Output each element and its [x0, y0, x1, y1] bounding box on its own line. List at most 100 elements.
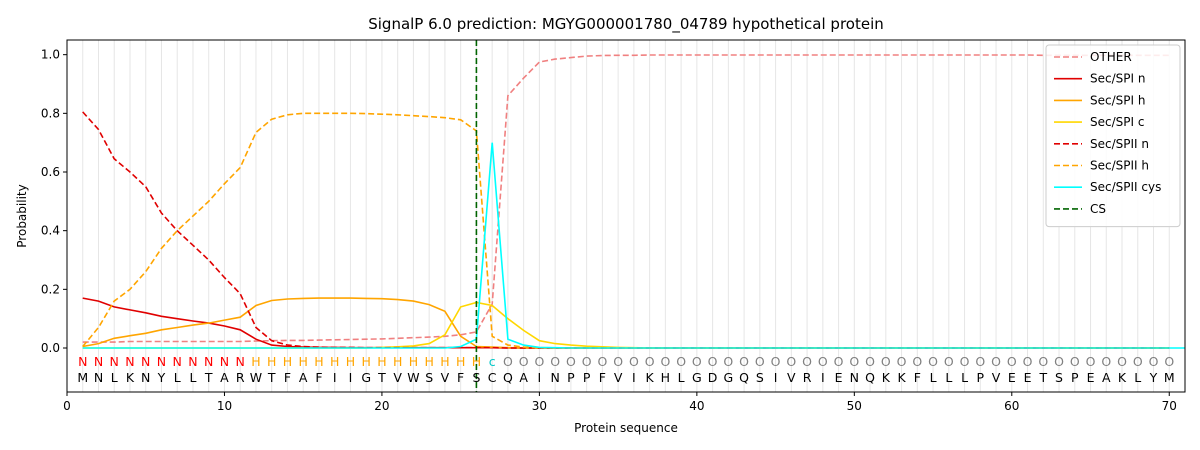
sequence-residue: K	[1118, 370, 1127, 385]
annotation-label: N	[125, 354, 134, 369]
sequence-residue: G	[361, 370, 371, 385]
sequence-residue: I	[349, 370, 353, 385]
annotation-label: N	[110, 354, 119, 369]
legend-entry: Sec/SPI n	[1090, 72, 1145, 86]
sequence-residue: G	[724, 370, 734, 385]
y-axis-label: Probability	[15, 184, 29, 247]
annotation-label: O	[1070, 354, 1080, 369]
sequence-residue: W	[407, 370, 419, 385]
annotation-label: O	[1149, 354, 1159, 369]
annotation-label: H	[298, 354, 307, 369]
annotation-label: H	[409, 354, 418, 369]
annotation-label: H	[251, 354, 260, 369]
sequence-residue: P	[567, 370, 575, 385]
sequence-residue: N	[850, 370, 859, 385]
legend: OTHER Sec/SPI n Sec/SPI h Sec/SPI c Sec/SPII…	[1045, 44, 1181, 228]
sequence-residue: T	[204, 370, 213, 385]
legend-entry: Sec/SPI h	[1090, 93, 1145, 107]
sequence-residue: E	[1008, 370, 1016, 385]
annotation-label: N	[78, 354, 87, 369]
annotation-label: O	[708, 354, 718, 369]
annotation-label: O	[771, 354, 781, 369]
annotation-label: O	[912, 354, 922, 369]
sequence-residue: I	[774, 370, 778, 385]
x-tick-label: 50	[847, 399, 862, 413]
annotation-label: O	[944, 354, 954, 369]
sequence-residue: I	[538, 370, 542, 385]
sequence-residue: F	[284, 370, 291, 385]
sequence-residue: I	[632, 370, 636, 385]
annotation-label: H	[330, 354, 339, 369]
chart-title: SignalP 6.0 prediction: MGYG000001780_04…	[368, 15, 884, 34]
annotation-label: O	[534, 354, 544, 369]
sequence-residue: D	[708, 370, 718, 385]
sequence-residue: P	[583, 370, 591, 385]
annotation-label: N	[204, 354, 213, 369]
x-axis-ticks: 0 10 20 30 40 50 60 70	[63, 392, 1177, 413]
annotation-label: O	[818, 354, 828, 369]
annotation-label: O	[519, 354, 529, 369]
sequence-residue: A	[299, 370, 308, 385]
sequence-residue: P	[977, 370, 985, 385]
annotation-label: N	[94, 354, 103, 369]
sequence-residue: E	[1024, 370, 1032, 385]
sequence-residue: L	[961, 370, 968, 385]
sequence-residue: L	[111, 370, 118, 385]
sequence-residue: M	[1164, 370, 1175, 385]
annotation-label: H	[267, 354, 276, 369]
annotation-label: O	[1054, 354, 1064, 369]
legend-box	[1045, 44, 1181, 228]
x-tick-label: 70	[1162, 399, 1177, 413]
annotation-label: O	[1164, 354, 1174, 369]
annotation-label: O	[629, 354, 639, 369]
annotation-label: O	[991, 354, 1001, 369]
sequence-residue: K	[126, 370, 135, 385]
sequence-residue: Q	[739, 370, 749, 385]
annotation-label: H	[456, 354, 465, 369]
annotation-label: H	[283, 354, 292, 369]
annotation-label: O	[660, 354, 670, 369]
x-tick-label: 20	[374, 399, 389, 413]
legend-entry: OTHER	[1090, 50, 1132, 64]
annotation-label: O	[849, 354, 859, 369]
sequence-residue: F	[457, 370, 464, 385]
annotation-label: O	[865, 354, 875, 369]
sequence-residue: E	[1087, 370, 1095, 385]
annotation-label: O	[1117, 354, 1127, 369]
sequence-residue: A	[519, 370, 528, 385]
annotation-label: O	[566, 354, 576, 369]
legend-entry: Sec/SPII h	[1090, 159, 1149, 173]
sequence-residue: Y	[157, 370, 166, 385]
sequence-residue: K	[882, 370, 891, 385]
sequence-residue: Q	[865, 370, 875, 385]
sequence-residue: F	[599, 370, 606, 385]
sequence-residue: V	[614, 370, 623, 385]
x-tick-label: 40	[689, 399, 704, 413]
series-layer	[82, 54, 1185, 349]
vertical-grid	[82, 40, 1170, 392]
annotation-label: H	[424, 354, 433, 369]
sequence-residue: H	[661, 370, 670, 385]
x-tick-label: 30	[532, 399, 547, 413]
annotation-label: N	[188, 354, 197, 369]
annotation-label: N	[173, 354, 182, 369]
sequence-residue: V	[393, 370, 402, 385]
annotation-label: O	[739, 354, 749, 369]
annotation-label: O	[834, 354, 844, 369]
sequence-residue: L	[930, 370, 937, 385]
sequence-residue: C	[488, 370, 497, 385]
y-tick-label: 0.4	[41, 224, 60, 238]
sequence-residue: E	[835, 370, 843, 385]
sequence-residue: R	[236, 370, 245, 385]
y-tick-label: 0.8	[41, 106, 60, 120]
annotation-label: O	[755, 354, 765, 369]
sequence-residue: I	[333, 370, 337, 385]
sequence-residue: T	[377, 370, 386, 385]
annotation-label: O	[802, 354, 812, 369]
annotation-label: N	[141, 354, 150, 369]
sequence-residue: N	[94, 370, 103, 385]
annotation-label: O	[1133, 354, 1143, 369]
annotation-label: O	[597, 354, 607, 369]
